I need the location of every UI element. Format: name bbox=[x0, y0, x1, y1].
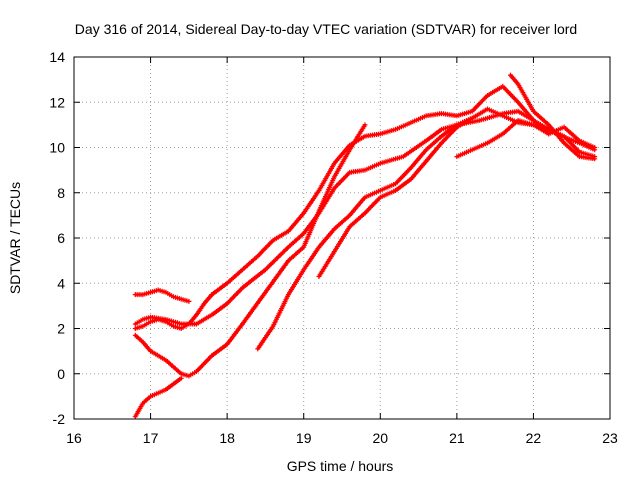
series-arc-1-markers bbox=[132, 108, 598, 327]
chart-title: Day 316 of 2014, Sidereal Day-to-day VTE… bbox=[75, 21, 577, 37]
x-tick-label: 23 bbox=[602, 430, 618, 446]
y-axis-title: SDTVAR / TECUs bbox=[7, 182, 23, 294]
series-group bbox=[132, 72, 598, 420]
x-tick-label: 17 bbox=[143, 430, 159, 446]
series-arc-10-markers bbox=[508, 72, 598, 162]
series-arc-4-markers bbox=[132, 122, 368, 379]
x-tick-label: 16 bbox=[66, 430, 82, 446]
x-tick-label: 18 bbox=[219, 430, 235, 446]
x-tick-label: 22 bbox=[526, 430, 542, 446]
y-tick-label: 2 bbox=[57, 321, 65, 337]
series-arc-2-markers bbox=[132, 292, 215, 331]
y-tick-label: 10 bbox=[49, 140, 65, 156]
series-arc-8-markers bbox=[316, 115, 475, 279]
y-tick-label: 4 bbox=[57, 275, 65, 291]
y-tick-label: 14 bbox=[49, 49, 65, 65]
y-tick-label: 12 bbox=[49, 94, 65, 110]
x-tick-label: 19 bbox=[296, 430, 312, 446]
x-tick-label: 20 bbox=[372, 430, 388, 446]
x-tick-label: 21 bbox=[449, 430, 465, 446]
y-tick-label: 6 bbox=[57, 230, 65, 246]
series-arc-3-markers bbox=[132, 287, 192, 304]
series-arc-8-line bbox=[317, 116, 474, 278]
y-tick-label: 0 bbox=[57, 366, 65, 382]
y-tick-label: -2 bbox=[53, 411, 66, 427]
y-tick-label: 8 bbox=[57, 185, 65, 201]
axis-ticks: 16 17 18 19 20 21 22 23 -2 0 2 4 6 8 10 12 14 bbox=[49, 49, 618, 446]
series-arc-4-line bbox=[134, 123, 367, 378]
series-arc-1-line bbox=[134, 110, 596, 326]
series-arc-6-markers bbox=[209, 83, 552, 298]
series-arc-5-markers bbox=[132, 375, 184, 420]
series-arc-10-line bbox=[509, 73, 596, 160]
x-axis-title: GPS time / hours bbox=[287, 458, 394, 474]
